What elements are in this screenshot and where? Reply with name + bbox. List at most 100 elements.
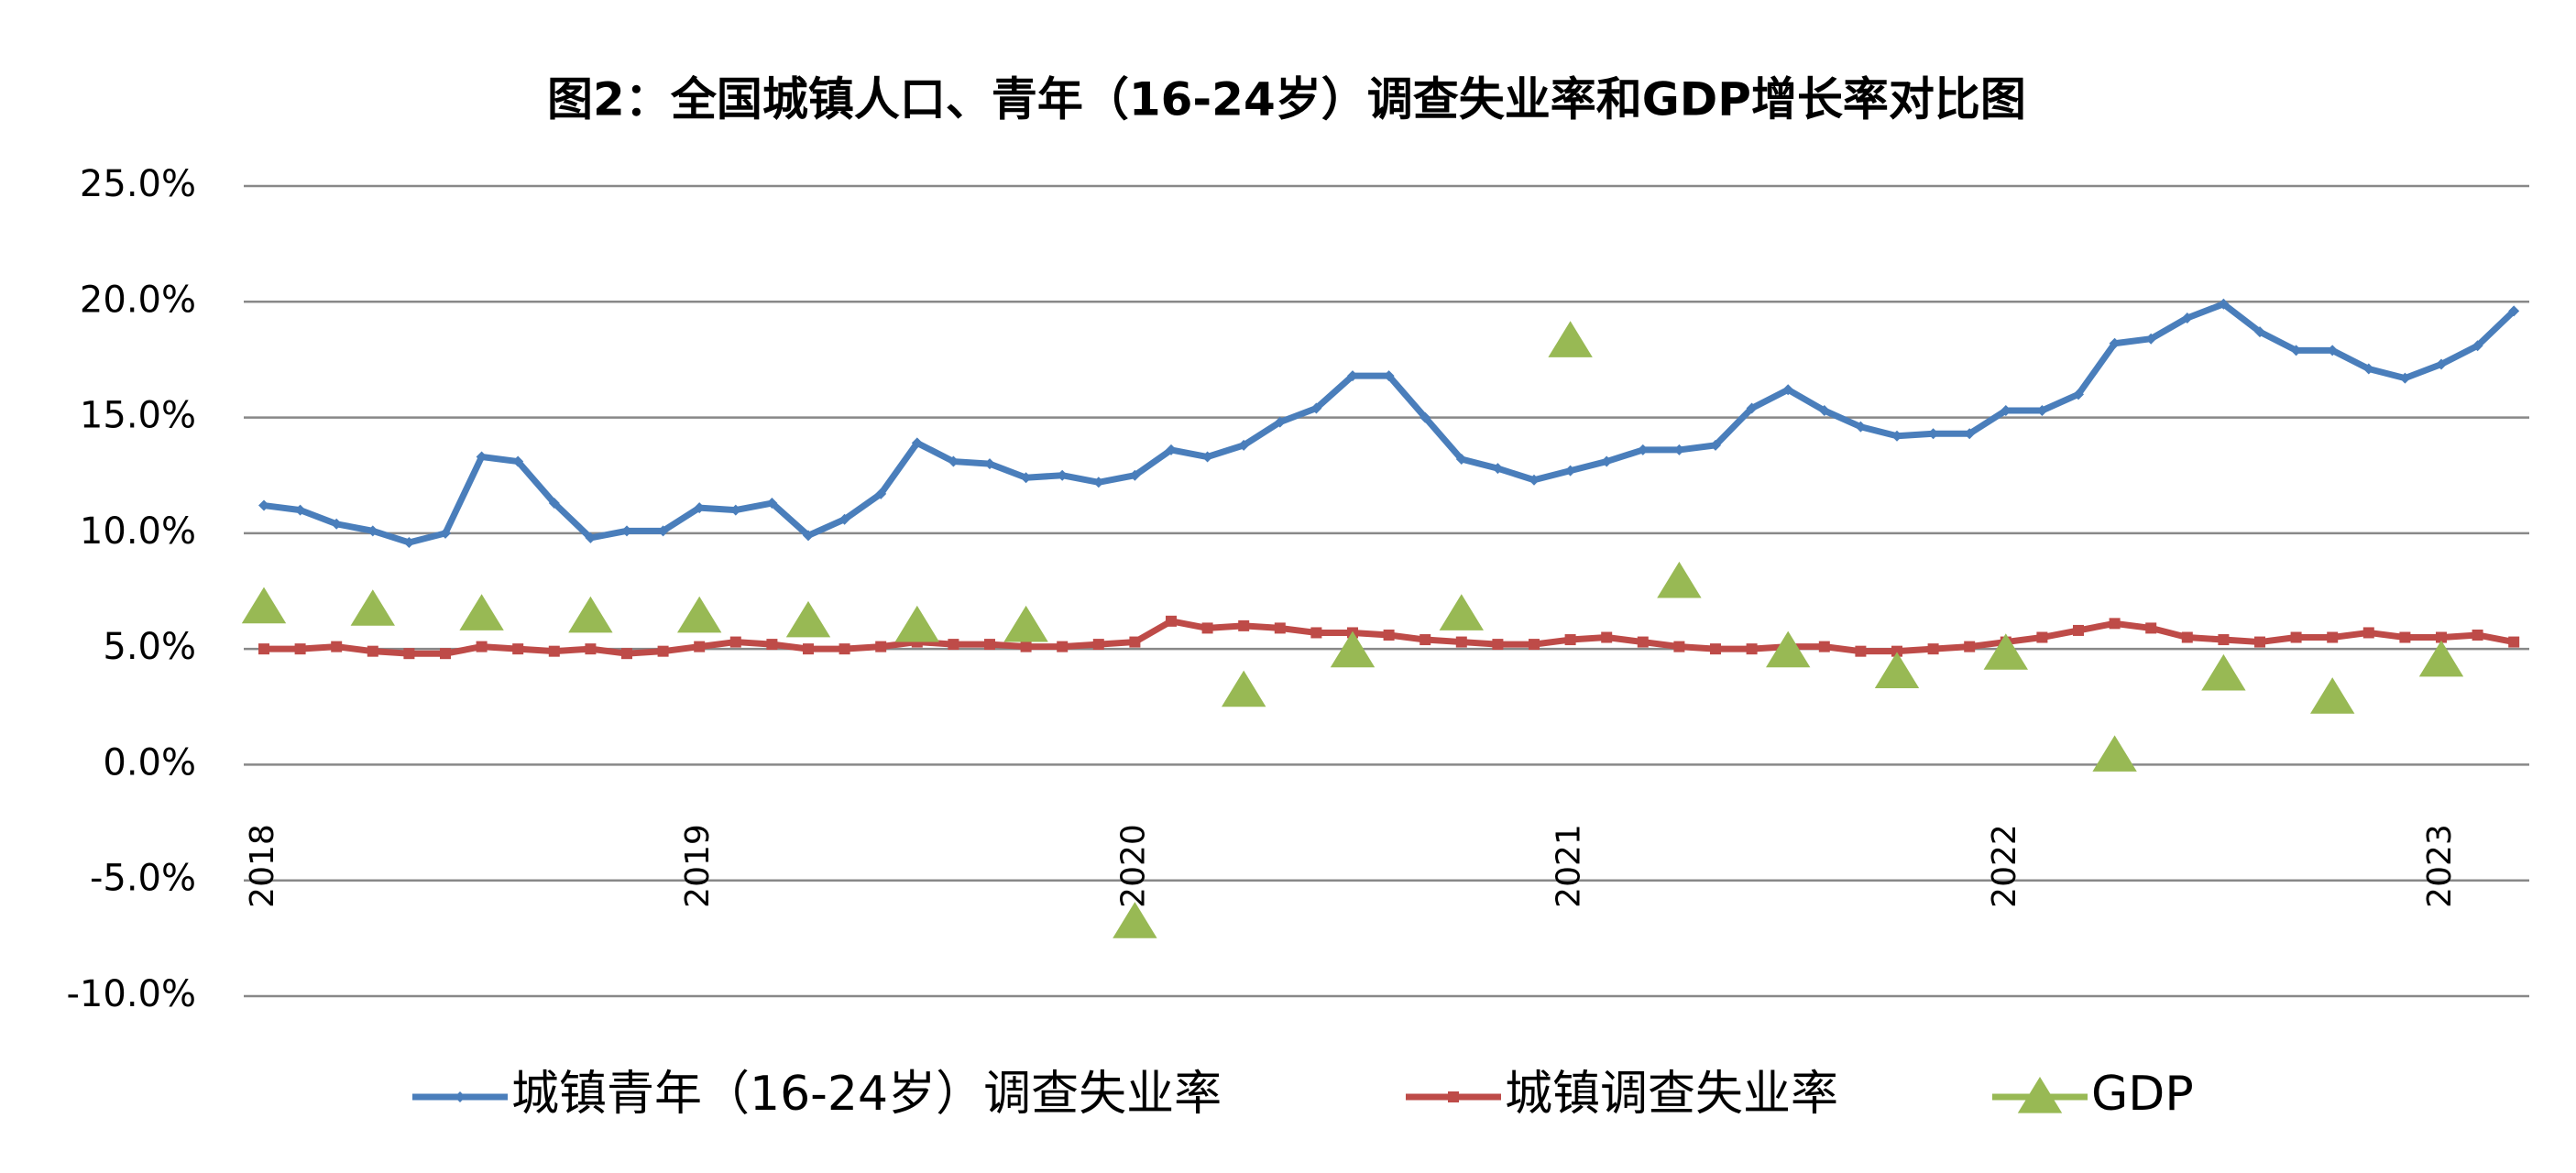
data-point [459, 594, 504, 630]
data-point [2362, 363, 2374, 375]
data-point [1439, 594, 1484, 630]
data-point [1782, 384, 1794, 396]
data-point [331, 518, 343, 530]
data-point [803, 530, 814, 542]
data-point [1818, 404, 1830, 416]
data-point [2508, 305, 2520, 317]
data-point [621, 648, 632, 660]
x-tick-label: 2022 [1986, 824, 2023, 908]
data-point [875, 641, 887, 652]
data-point [621, 525, 632, 537]
data-point [1601, 455, 1613, 467]
data-point [2418, 640, 2464, 677]
data-point [2181, 312, 2193, 323]
data-point [1964, 641, 1976, 652]
data-point [2254, 636, 2265, 648]
x-tick-label: 2020 [1114, 824, 1152, 908]
data-point [403, 648, 415, 660]
data-point [1710, 439, 1721, 451]
data-point [585, 643, 597, 655]
data-point [1601, 631, 1613, 643]
data-point [1673, 641, 1685, 652]
data-point [984, 458, 995, 470]
data-point [568, 596, 613, 633]
y-tick-label: 0.0% [103, 741, 196, 784]
data-point [1746, 643, 1758, 655]
data-point [2472, 629, 2483, 641]
data-point [2508, 636, 2520, 648]
y-tick-label: -5.0% [90, 858, 196, 900]
data-point [2436, 631, 2447, 643]
data-point [440, 527, 451, 539]
data-point [440, 648, 451, 660]
data-point [1529, 474, 1540, 486]
data-point [2472, 340, 2483, 352]
data-point [294, 643, 306, 655]
y-tick-label: 15.0% [80, 395, 196, 437]
data-point [1092, 477, 1104, 488]
data-point [1420, 634, 1431, 646]
data-point [258, 643, 269, 655]
data-point [1166, 615, 1177, 627]
data-point [1891, 645, 1902, 657]
data-point [1874, 652, 1920, 688]
data-point [1274, 416, 1286, 428]
data-point [1420, 411, 1431, 423]
data-point [2109, 337, 2121, 349]
data-point [1222, 670, 1266, 707]
data-point [2327, 345, 2339, 356]
data-point [548, 645, 560, 657]
data-point [2218, 298, 2230, 310]
data-point [1310, 402, 1322, 414]
data-point [1927, 428, 1939, 440]
data-point [2290, 631, 2302, 643]
data-point [1020, 641, 1032, 652]
data-point [785, 600, 831, 638]
data-point [729, 504, 741, 516]
data-point [2310, 677, 2355, 714]
data-point [331, 641, 343, 652]
data-point [839, 513, 850, 525]
data-point [2362, 627, 2374, 639]
data-point [1855, 645, 1867, 657]
data-point [1201, 622, 1213, 634]
data-point [694, 641, 706, 652]
data-point [1766, 630, 1811, 668]
data-point [1529, 639, 1540, 651]
data-point [2073, 389, 2084, 400]
data-point [803, 643, 814, 655]
data-point [1637, 636, 1649, 648]
data-point [367, 645, 378, 657]
data-point [1057, 641, 1069, 652]
data-point [367, 525, 378, 537]
legend-label: 城镇青年（16-24岁）调查失业率 [511, 1067, 1222, 1122]
data-point [1003, 605, 1048, 642]
legend-marker [455, 1091, 466, 1102]
data-point [1166, 444, 1177, 455]
data-point [2218, 634, 2230, 646]
y-tick-label: -10.0% [66, 973, 196, 1015]
legend-marker [2017, 1077, 2063, 1113]
data-point [2092, 735, 2137, 772]
data-point [1746, 402, 1758, 414]
data-point [1855, 421, 1867, 433]
data-point [1564, 465, 1576, 477]
data-point [1964, 428, 1976, 440]
y-tick-label: 10.0% [80, 510, 196, 553]
y-tick-label: 25.0% [80, 163, 196, 205]
data-point [512, 643, 524, 655]
data-point [241, 586, 287, 624]
data-point [476, 451, 488, 463]
data-point [2181, 631, 2193, 643]
chart-title: 图2：全国城镇人口、青年（16-24岁）调查失业率和GDP增长率对比图 [547, 73, 2026, 126]
data-point [2073, 624, 2084, 636]
legend-label: GDP [2091, 1067, 2194, 1122]
data-point [984, 639, 995, 651]
data-point [766, 639, 778, 651]
y-tick-label: 20.0% [80, 279, 196, 321]
data-point [1927, 643, 1939, 655]
data-point [2399, 372, 2411, 384]
data-point [1492, 639, 1504, 651]
data-point [2145, 333, 2157, 345]
